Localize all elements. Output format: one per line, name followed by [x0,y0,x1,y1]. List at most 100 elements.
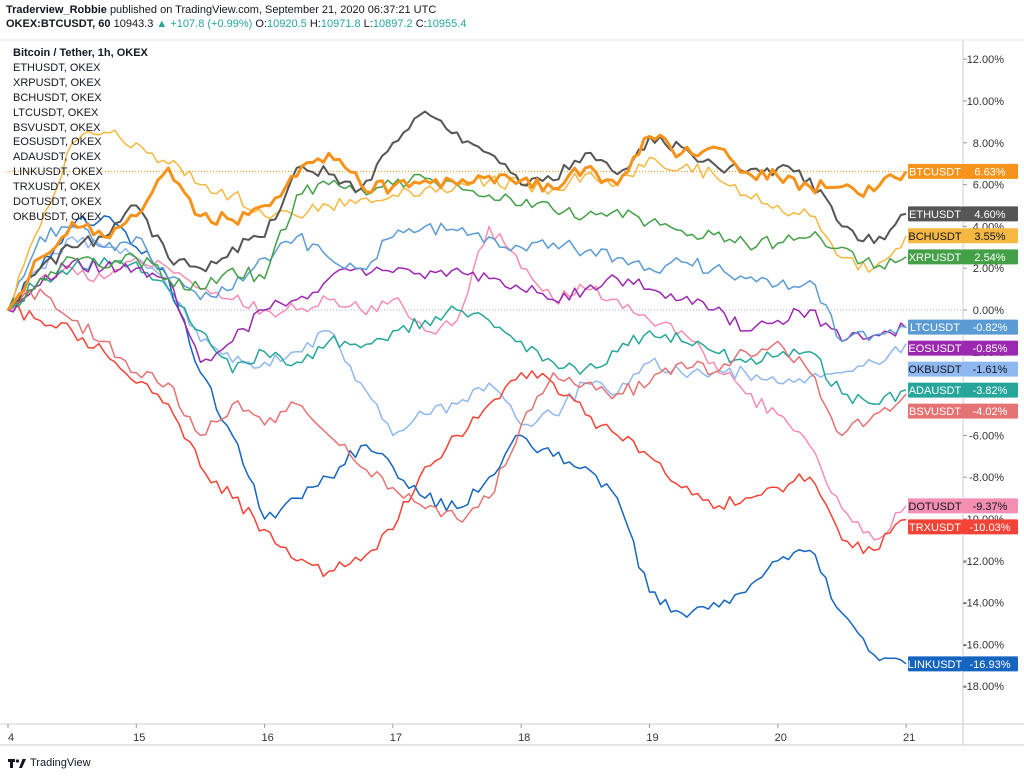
value-tag-btcusdt[interactable]: BTCUSDT 6.63% [908,163,1018,179]
y-tick-label: -12.00% [963,556,1004,568]
publish-header: Traderview_Robbie published on TradingVi… [6,3,436,18]
series-line-bsvusdt[interactable] [7,288,907,523]
value-tag-name: XRPUSDT [909,252,962,264]
legend-item[interactable]: LTCUSDT, OKEX [13,106,99,119]
close-label: C: [415,18,427,30]
publish-info: published on TradingView.com, September … [109,4,437,16]
value-tag-value-bg [962,228,1018,244]
series-lines [6,110,908,665]
value-tag-value: -16.93% [970,659,1011,671]
up-arrow-icon: ▲ [156,18,168,30]
legend-item[interactable]: OKBUSDT, OKEX [13,210,102,223]
value-tag-eosusdt[interactable]: EOSUSDT -0.85% [908,340,1018,356]
value-tag-name: BCHUSDT [908,231,961,243]
value-tag-name-bg [908,319,962,335]
value-tag-name: TRXUSDT [909,522,961,534]
legend-item[interactable]: ETHUSDT, OKEX [13,61,101,74]
series-line-btcusdt[interactable] [6,133,908,311]
value-tag-trxusdt[interactable]: TRXUSDT -10.03% [908,519,1018,535]
value-tag-value-bg [962,340,1018,356]
value-tag-dotusdt[interactable]: DOTUSDT -9.37% [908,498,1018,514]
legend-item[interactable]: TRXUSDT, OKEX [13,181,101,194]
legend-item[interactable]: XRPUSDT, OKEX [13,76,102,89]
footer-brand[interactable]: TradingView [8,757,91,769]
value-tag-value-bg [962,163,1018,179]
series-line-adausdt[interactable] [7,257,907,405]
series-line-okbusdt[interactable] [7,236,907,437]
y-tick-label: 10.00% [967,96,1005,108]
value-tag-value: -9.37% [973,501,1008,513]
value-tag-value: -0.82% [973,322,1008,334]
close-value: 10955.4 [426,18,467,30]
symbol-label[interactable]: OKEX:BTCUSDT, 60 [6,18,111,30]
x-tick-label: 21 [903,732,915,744]
value-tag-name-bg [908,163,962,179]
series-line-eosusdt[interactable] [7,257,907,364]
y-tick-label: -14.00% [963,598,1004,610]
last-price: 10943.3 [113,18,154,30]
value-tag-name-bg [908,340,962,356]
value-tag-value: -0.85% [973,343,1008,355]
value-tag-name-bg [908,519,962,535]
x-tick-label: 16 [261,732,273,744]
value-tag-name-bg [908,361,962,377]
value-tag-ltcusdt[interactable]: LTCUSDT -0.82% [908,319,1018,335]
value-tag-value-bg [962,249,1018,265]
legend-item[interactable]: EOSUSDT, OKEX [13,136,102,149]
footer-brand-text: TradingView [30,757,91,769]
value-tag-adausdt[interactable]: ADAUSDT -3.82% [908,382,1018,398]
series-legend: Bitcoin / Tether, 1h, OKEX ETHUSDT, OKEX… [13,46,148,225]
y-tick-label: 8.00% [973,138,1004,150]
value-tag-xrpusdt[interactable]: XRPUSDT 2.54% [908,249,1018,265]
legend-item[interactable]: ADAUSDT, OKEX [13,151,102,164]
legend-item[interactable]: LINKUSDT, OKEX [13,166,103,179]
y-tick-label: 12.00% [967,54,1005,66]
value-tag-name: LINKUSDT [908,659,963,671]
ohlc-bar: OKEX:BTCUSDT, 60 10943.3 ▲ +107.8 (+0.99… [6,17,466,32]
x-tick-label: 19 [646,732,658,744]
value-tag-value-bg [962,498,1018,514]
x-tick-label: 20 [775,732,787,744]
series-line-ltcusdt[interactable] [7,222,907,343]
value-tag-name-bg [908,498,962,514]
author-name[interactable]: Traderview_Robbie [6,4,107,16]
value-tag-name: ETHUSDT [909,209,961,221]
high-value: 10971.8 [320,18,361,30]
value-tag-name: BTCUSDT [909,166,961,178]
open-value: 10920.5 [267,18,307,30]
value-tag-bsvusdt[interactable]: BSVUSDT -4.02% [908,403,1018,419]
value-tag-name-bg [908,249,962,265]
value-tag-value-bg [962,361,1018,377]
x-tick-label: 4 [8,732,14,744]
y-tick-label: 6.00% [973,180,1004,192]
open-label: O: [255,18,268,30]
value-tag-linkusdt[interactable]: LINKUSDT -16.93% [908,656,1018,672]
value-tag-ethusdt[interactable]: ETHUSDT 4.60% [908,206,1018,222]
series-line-linkusdt[interactable] [7,215,907,665]
legend-item[interactable]: BSVUSDT, OKEX [13,121,101,134]
value-tag-okbusdt[interactable]: OKBUSDT -1.61% [908,361,1018,377]
value-tag-name-bg [908,656,962,672]
value-tag-name-bg [908,382,962,398]
value-tag-bchusdt[interactable]: BCHUSDT 3.55% [908,228,1018,244]
value-tag-name: EOSUSDT [908,343,961,355]
legend-item[interactable]: DOTUSDT, OKEX [13,196,102,209]
value-tag-value-bg [962,519,1018,535]
legend-main-series[interactable]: Bitcoin / Tether, 1h, OKEX [13,47,148,59]
series-line-trxusdt[interactable] [7,305,907,578]
value-tag-value: 6.63% [974,166,1005,178]
legend-item[interactable]: BCHUSDT, OKEX [13,91,102,104]
value-tag-name-bg [908,206,962,222]
low-label: L: [363,18,373,30]
series-line-dotusdt[interactable] [7,225,907,541]
y-tick-label: 0.00% [973,305,1004,317]
x-tick-label: 17 [390,732,402,744]
y-tick-label: -8.00% [969,472,1004,484]
price-change: +107.8 (+0.99%) [170,18,253,30]
time-axis[interactable]: 4 15 16 17 18 19 20 21 [7,724,915,744]
x-tick-label: 15 [133,732,145,744]
series-line-ethusdt[interactable] [7,110,907,311]
value-tag-value-bg [962,319,1018,335]
value-tag-name-bg [908,403,962,419]
